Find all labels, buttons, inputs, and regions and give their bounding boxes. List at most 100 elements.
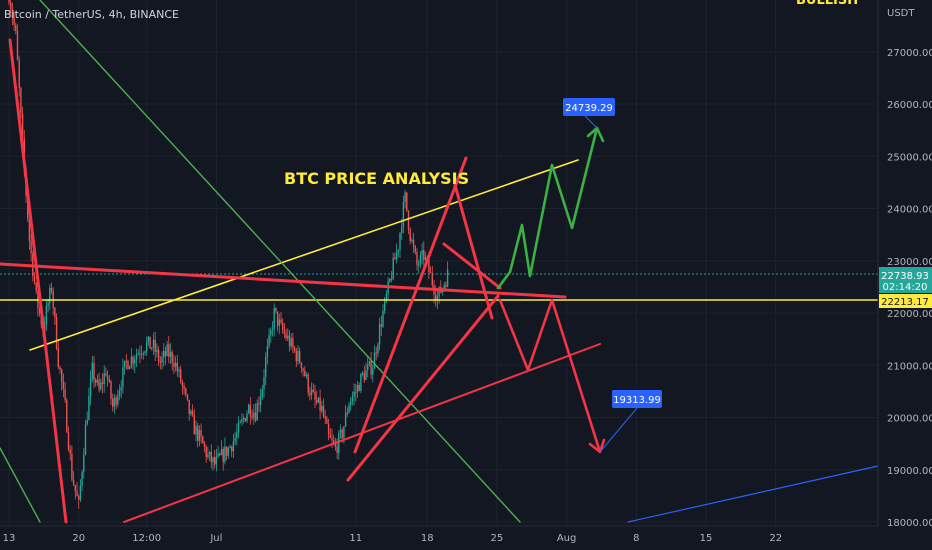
candle-body xyxy=(186,394,189,401)
candle-body xyxy=(59,367,61,370)
candle-body xyxy=(336,446,338,453)
candle-body xyxy=(89,378,92,397)
candle-body xyxy=(395,251,398,260)
candle-body xyxy=(333,440,335,444)
candle-body xyxy=(412,239,415,247)
candle-body xyxy=(188,400,190,414)
time-tick-label: 13 xyxy=(3,533,16,544)
green-diagonal-line xyxy=(39,0,521,523)
candle-body xyxy=(326,418,328,424)
callout-high-value: 24739.29 xyxy=(565,103,613,114)
candle-body xyxy=(28,219,31,242)
red-rising-line xyxy=(346,294,500,482)
candle-body xyxy=(305,374,308,377)
candle-body xyxy=(38,307,41,313)
level-price-tag[interactable]: 22213.17 xyxy=(879,294,932,308)
candle-body xyxy=(384,298,386,312)
price-tick-label: 23000.00 xyxy=(887,257,932,268)
candle-body xyxy=(227,447,229,456)
candle-body xyxy=(168,344,170,357)
time-tick-label: Jul xyxy=(209,533,222,544)
candle-body xyxy=(310,389,313,396)
candle-body xyxy=(273,307,275,330)
candle-body xyxy=(47,303,49,306)
candle-body xyxy=(251,416,253,418)
candle-body xyxy=(195,426,197,435)
callout-low[interactable]: 19313.99 xyxy=(612,390,662,408)
candle-body xyxy=(157,349,160,362)
candle-body xyxy=(137,353,139,355)
candle-body xyxy=(64,388,66,401)
candle-body xyxy=(117,396,119,405)
candle-body xyxy=(343,426,345,439)
candle-body xyxy=(86,420,88,425)
candle-body xyxy=(239,421,241,423)
candle-body xyxy=(101,382,104,385)
candle-body xyxy=(368,361,371,366)
candle-body xyxy=(373,352,376,369)
candle-body xyxy=(263,377,265,390)
candle-body xyxy=(49,287,51,304)
candle-body xyxy=(106,375,109,380)
current-price-tag[interactable]: 22738.93 02:14:20 xyxy=(879,267,932,293)
candle-body xyxy=(249,404,252,417)
callout-high-box xyxy=(563,98,615,116)
candle-body xyxy=(55,317,58,349)
candle-body xyxy=(72,479,75,485)
candle-body xyxy=(246,413,248,422)
candle-body xyxy=(203,443,206,447)
candle-body xyxy=(418,264,420,266)
drawings xyxy=(0,0,879,524)
candle-body xyxy=(212,457,214,463)
candle-body xyxy=(232,441,235,452)
candle-body xyxy=(265,357,267,378)
level-price-box xyxy=(879,294,932,308)
candle-body xyxy=(423,250,425,260)
candle-body xyxy=(169,352,172,357)
candle-body xyxy=(79,485,82,500)
candle-body xyxy=(18,60,20,88)
candle-body xyxy=(363,372,365,380)
candle-body xyxy=(71,453,73,480)
candle-body xyxy=(416,252,418,266)
candle-body xyxy=(30,241,32,254)
candle-body xyxy=(411,239,413,241)
candle-body xyxy=(110,381,112,399)
time-axis-panel[interactable] xyxy=(0,526,932,550)
candle-body xyxy=(248,404,250,414)
callout-high[interactable]: 24739.29 xyxy=(563,98,615,116)
callout-low-box xyxy=(612,390,662,408)
candle-body xyxy=(304,370,306,377)
candle-body xyxy=(309,392,311,396)
candle-body xyxy=(297,351,299,362)
candle-body xyxy=(118,390,121,397)
candle-body xyxy=(219,453,221,455)
candle-body xyxy=(299,351,301,363)
candle-body xyxy=(334,443,337,447)
candle-body xyxy=(222,449,224,462)
candle-body xyxy=(394,257,396,260)
candle-body xyxy=(193,415,195,435)
candle-body xyxy=(151,347,153,349)
symbol-title[interactable]: Bitcoin / TetherUS, 4h, BINANCE xyxy=(4,8,179,21)
candle-body xyxy=(144,351,146,354)
grid xyxy=(0,0,878,526)
candle-body xyxy=(210,451,212,463)
price-tick-label: 26000.00 xyxy=(887,100,932,111)
candle-body xyxy=(140,354,143,356)
candle-body xyxy=(287,335,289,339)
candle-body xyxy=(346,412,348,414)
red-downtrend-line xyxy=(8,38,68,524)
candle-body xyxy=(93,362,95,380)
candle-body xyxy=(344,412,347,427)
candle-body xyxy=(83,455,85,472)
candle-body xyxy=(217,453,219,457)
candle-body xyxy=(361,372,364,374)
price-tick-label: 19000.00 xyxy=(887,466,932,477)
candle-body xyxy=(123,360,126,368)
candle-body xyxy=(74,484,76,491)
candle-body xyxy=(112,398,114,407)
candle-body xyxy=(81,471,83,486)
